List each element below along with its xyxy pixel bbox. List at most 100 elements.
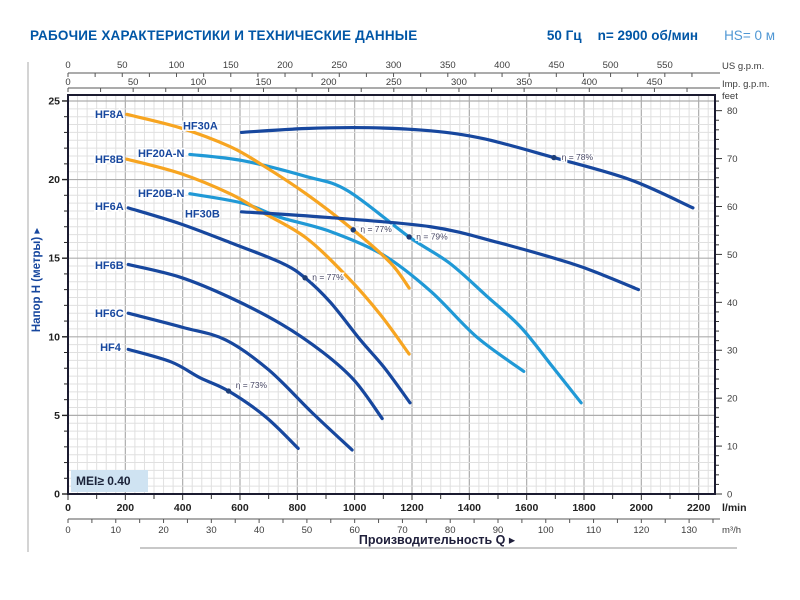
tick-label: 150 (256, 77, 272, 88)
tick-label: 50 (302, 525, 313, 536)
efficiency-label-HF6A: η = 77% (312, 272, 344, 282)
tick-label: 110 (586, 525, 601, 536)
tick-label: 1000 (343, 502, 367, 514)
tick-label: 60 (727, 202, 738, 213)
tick-label: 0 (65, 77, 70, 88)
tick-label: 70 (397, 525, 408, 536)
tick-label: 80 (445, 525, 456, 536)
speed-value: n= 2900 об/мин (597, 28, 699, 43)
mei-badge-text: MEI≥ 0.40 (76, 474, 131, 488)
tick-label: 250 (386, 77, 402, 88)
tick-label: 30 (727, 346, 738, 357)
efficiency-label-HF20A-N: η = 79% (416, 231, 448, 241)
tick-label: 100 (169, 60, 185, 71)
tick-label: 450 (647, 77, 663, 88)
header: РАБОЧИЕ ХАРАКТЕРИСТИКИ И ТЕХНИЧЕСКИЕ ДАН… (30, 28, 775, 43)
curve-HF8A (125, 112, 411, 290)
tick-label: 20 (48, 174, 60, 186)
plot-border (67, 94, 716, 495)
tick-label: 200 (117, 502, 135, 514)
tick-label: 90 (493, 525, 504, 536)
tick-label: 25 (48, 95, 60, 107)
tick-label: 350 (516, 77, 532, 88)
tick-label: 0 (54, 489, 60, 501)
tick-label: 250 (331, 60, 347, 71)
tick-label: 200 (277, 60, 293, 71)
curve-label-HF6A: HF6A (95, 201, 124, 213)
tick-label: 50 (727, 250, 738, 261)
tick-label: 50 (128, 77, 139, 88)
header-specs: 50 Гц n= 2900 об/мин HS= 0 м (547, 28, 775, 43)
curve-label-HF20B-N: HF20B-N (138, 188, 185, 200)
tick-label: 130 (681, 525, 697, 536)
efficiency-point-HF6A (302, 275, 308, 281)
curve-HF4 (126, 347, 300, 451)
tick-label: 20 (158, 525, 169, 536)
tick-label: 0 (65, 525, 70, 536)
tick-label: 0 (727, 490, 732, 501)
tick-label: 800 (289, 502, 307, 514)
tick-label: 80 (727, 106, 738, 117)
tick-label: 350 (440, 60, 456, 71)
tick-label: 1400 (458, 502, 482, 514)
efficiency-label-HF8A: η = 77% (360, 224, 392, 234)
curve-label-HF6B: HF6B (95, 260, 124, 272)
x-axis-title: Производительность Q ▸ (359, 533, 516, 547)
tick-label: 0 (65, 60, 70, 71)
suction-lift-value: HS= 0 м (724, 28, 775, 43)
curve-label-HF8B: HF8B (95, 154, 124, 166)
tick-label: 0 (65, 502, 71, 514)
tick-label: 200 (321, 77, 337, 88)
tick-label: 400 (581, 77, 597, 88)
curve-HF20A-N (188, 152, 583, 405)
tick-label: 400 (494, 60, 510, 71)
tick-label: 40 (254, 525, 265, 536)
tick-label: 500 (603, 60, 619, 71)
tick-label: 60 (349, 525, 360, 536)
tick-label: 1600 (515, 502, 539, 514)
tick-label: 400 (174, 502, 192, 514)
tick-label: 10 (110, 525, 121, 536)
tick-label: 150 (223, 60, 239, 71)
tick-label: 10 (48, 331, 60, 343)
imp-gpm-axis-label: Imp. g.p.m. (722, 79, 770, 90)
efficiency-point-HF30A (551, 154, 557, 161)
curve-HF8B (125, 157, 411, 356)
efficiency-label-HF4: η = 73% (236, 380, 268, 390)
mei-badge (71, 470, 148, 492)
tick-label: 300 (386, 60, 402, 71)
curve-label-HF8A: HF8A (95, 109, 124, 121)
tick-label: 300 (451, 77, 467, 88)
tick-label: 40 (727, 298, 738, 309)
tick-label: 450 (548, 60, 564, 71)
curve-label-HF30A: HF30A (183, 120, 218, 132)
curve-HF6B (126, 262, 384, 421)
curve-label-HF20A-N: HF20A-N (138, 148, 185, 160)
us-gpm-axis-label: US g.p.m. (722, 61, 764, 72)
tick-label: 20 (727, 394, 738, 405)
tick-label: 600 (231, 502, 249, 514)
m3h-axis-label: m³/h (722, 525, 741, 536)
curve-HF6C (126, 311, 354, 452)
efficiency-point-HF4 (225, 388, 232, 394)
tick-label: 550 (657, 60, 673, 71)
tick-label: 70 (727, 154, 738, 165)
page-title: РАБОЧИЕ ХАРАКТЕРИСТИКИ И ТЕХНИЧЕСКИЕ ДАН… (30, 28, 418, 43)
feet-axis-label: feet (722, 91, 738, 102)
tick-label: 100 (190, 77, 206, 88)
curve-label-HF4: HF4 (100, 342, 122, 354)
tick-label: 50 (117, 60, 128, 71)
curve-label-HF30B: HF30B (185, 208, 220, 220)
tick-label: 15 (48, 253, 60, 265)
tick-label: 2200 (687, 502, 711, 514)
tick-label: 1800 (572, 502, 596, 514)
tick-label: 5 (54, 410, 60, 422)
curve-label-HF6C: HF6C (95, 308, 124, 320)
curve-HF30A (239, 125, 695, 210)
y-axis-title: Напор H (метры) ▸ (31, 228, 43, 332)
tick-label: 30 (206, 525, 217, 536)
tick-label: 100 (538, 525, 554, 536)
efficiency-label-HF30A: η = 78% (562, 152, 594, 162)
efficiency-point-HF20A-N (406, 234, 412, 240)
